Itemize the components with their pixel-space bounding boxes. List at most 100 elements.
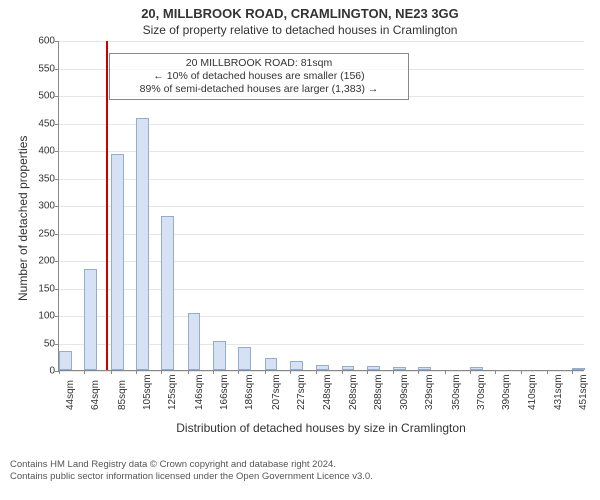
x-tick-mark xyxy=(111,370,112,374)
footer-attribution: Contains HM Land Registry data © Crown c… xyxy=(10,459,590,483)
x-tick-mark xyxy=(367,370,368,374)
histogram-bar xyxy=(238,347,251,370)
y-tick-label: 550 xyxy=(38,63,55,74)
y-tick-label: 450 xyxy=(38,118,55,129)
histogram-bar xyxy=(84,269,97,370)
footer-line1: Contains HM Land Registry data © Crown c… xyxy=(10,459,590,471)
y-tick-mark xyxy=(55,289,59,290)
x-tick-label: 207sqm xyxy=(269,374,282,410)
y-tick-mark xyxy=(55,206,59,207)
y-tick-mark xyxy=(55,234,59,235)
info-box-line: 20 MILLBROOK ROAD: 81sqm xyxy=(116,57,402,70)
histogram-bar xyxy=(213,341,226,370)
plot-area: 05010015020025030035040045050055060044sq… xyxy=(58,41,584,371)
x-tick-label: 166sqm xyxy=(217,374,230,410)
info-box-line: ← 10% of detached houses are smaller (15… xyxy=(116,70,402,83)
x-tick-mark xyxy=(161,370,162,374)
histogram-bar xyxy=(136,118,149,370)
x-tick-mark xyxy=(290,370,291,374)
histogram-bar xyxy=(367,366,380,370)
y-tick-label: 100 xyxy=(38,311,55,322)
histogram-bar xyxy=(572,368,585,370)
histogram-bar xyxy=(418,367,431,370)
y-tick-label: 50 xyxy=(44,338,55,349)
x-tick-label: 410sqm xyxy=(525,374,538,410)
y-tick-mark xyxy=(55,179,59,180)
grid-line xyxy=(59,371,584,372)
x-tick-label: 248sqm xyxy=(320,374,333,410)
y-tick-mark xyxy=(55,261,59,262)
x-tick-label: 309sqm xyxy=(397,374,410,410)
y-tick-label: 250 xyxy=(38,228,55,239)
x-tick-mark xyxy=(342,370,343,374)
y-tick-mark xyxy=(55,151,59,152)
x-tick-mark xyxy=(445,370,446,374)
x-tick-mark xyxy=(213,370,214,374)
x-tick-mark xyxy=(316,370,317,374)
histogram-bar xyxy=(265,358,278,370)
x-tick-mark xyxy=(188,370,189,374)
y-tick-label: 500 xyxy=(38,91,55,102)
y-tick-label: 400 xyxy=(38,146,55,157)
x-tick-label: 370sqm xyxy=(474,374,487,410)
y-axis-title: Number of detached properties xyxy=(16,136,30,301)
histogram-bar xyxy=(111,154,124,370)
histogram-bar xyxy=(393,367,406,370)
reference-line xyxy=(106,41,108,370)
y-tick-label: 150 xyxy=(38,283,55,294)
x-tick-label: 146sqm xyxy=(192,374,205,410)
x-tick-mark xyxy=(418,370,419,374)
x-tick-mark xyxy=(470,370,471,374)
x-tick-mark xyxy=(572,370,573,374)
histogram-bar xyxy=(470,367,483,370)
x-tick-label: 288sqm xyxy=(371,374,384,410)
y-tick-label: 300 xyxy=(38,201,55,212)
y-tick-label: 600 xyxy=(38,36,55,47)
x-tick-label: 350sqm xyxy=(449,374,462,410)
x-tick-label: 227sqm xyxy=(294,374,307,410)
histogram-bar xyxy=(188,313,201,370)
x-tick-mark xyxy=(521,370,522,374)
grid-line xyxy=(59,41,584,42)
x-tick-mark xyxy=(495,370,496,374)
x-axis-title: Distribution of detached houses by size … xyxy=(58,421,584,435)
x-tick-label: 390sqm xyxy=(499,374,512,410)
y-tick-label: 0 xyxy=(49,366,55,377)
x-tick-label: 451sqm xyxy=(576,374,589,410)
x-tick-mark xyxy=(84,370,85,374)
y-tick-mark xyxy=(55,41,59,42)
histogram-bar xyxy=(59,351,72,370)
histogram-bar xyxy=(316,365,329,370)
x-tick-mark xyxy=(393,370,394,374)
x-tick-label: 85sqm xyxy=(115,380,128,410)
y-tick-mark xyxy=(55,96,59,97)
y-tick-mark xyxy=(55,344,59,345)
footer-line2: Contains public sector information licen… xyxy=(10,471,590,483)
x-tick-mark xyxy=(136,370,137,374)
x-tick-label: 44sqm xyxy=(63,380,76,410)
x-tick-label: 329sqm xyxy=(422,374,435,410)
x-tick-mark xyxy=(547,370,548,374)
x-tick-label: 268sqm xyxy=(346,374,359,410)
x-tick-label: 186sqm xyxy=(242,374,255,410)
info-box-line: 89% of semi-detached houses are larger (… xyxy=(116,83,402,96)
histogram-bar xyxy=(161,216,174,370)
chart-title-line2: Size of property relative to detached ho… xyxy=(0,23,600,37)
x-tick-label: 431sqm xyxy=(551,374,564,410)
x-tick-mark xyxy=(265,370,266,374)
x-tick-mark xyxy=(59,370,60,374)
y-tick-mark xyxy=(55,124,59,125)
chart-container: 0 50 100 150 200 250 300 350 400 450 500 550 600 44sq… xyxy=(0,37,600,455)
chart-title-line1: 20, MILLBROOK ROAD, CRAMLINGTON, NE23 3G… xyxy=(0,6,600,21)
y-tick-mark xyxy=(55,69,59,70)
histogram-bar xyxy=(290,361,303,370)
y-tick-label: 200 xyxy=(38,256,55,267)
x-tick-mark xyxy=(238,370,239,374)
y-tick-label: 350 xyxy=(38,173,55,184)
info-box: 20 MILLBROOK ROAD: 81sqm← 10% of detache… xyxy=(109,53,409,100)
histogram-bar xyxy=(342,366,355,370)
y-tick-mark xyxy=(55,316,59,317)
x-tick-label: 125sqm xyxy=(165,374,178,410)
x-tick-label: 105sqm xyxy=(140,374,153,410)
x-tick-label: 64sqm xyxy=(88,380,101,410)
